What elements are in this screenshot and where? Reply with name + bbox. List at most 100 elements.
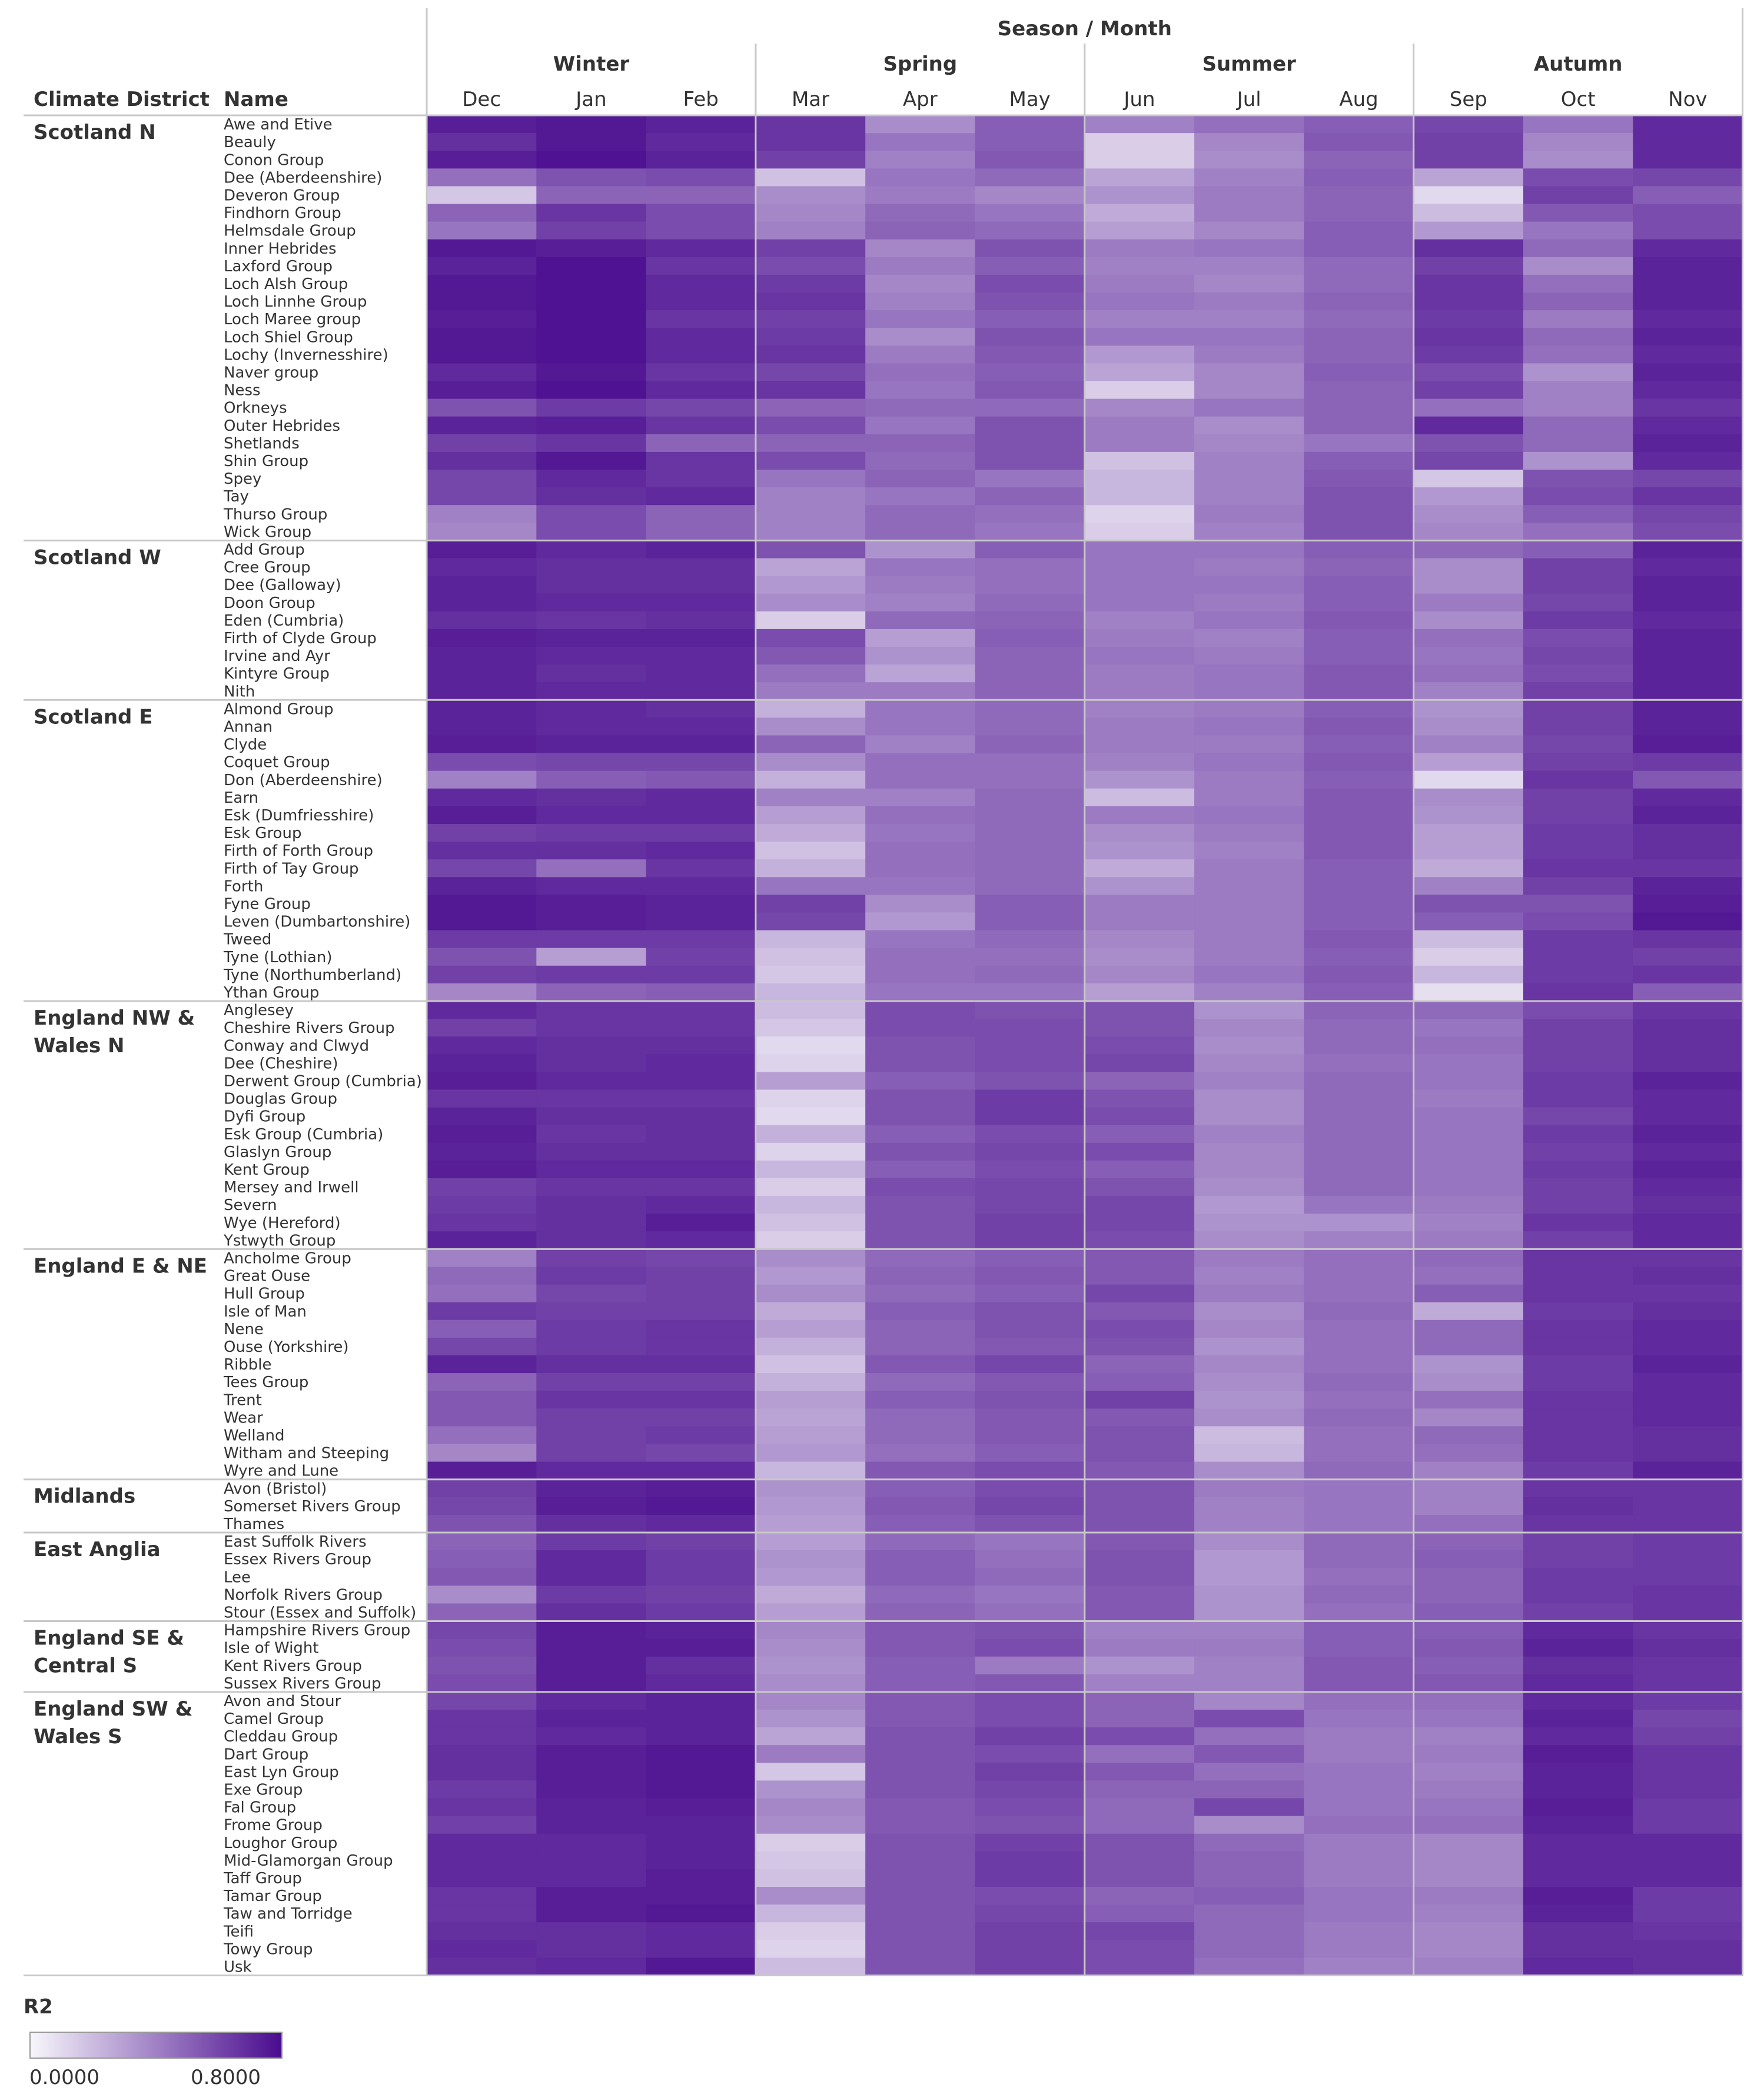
heatmap-cell: [865, 381, 976, 400]
heatmap-cell: [755, 1054, 866, 1072]
heatmap-cell: [1413, 1497, 1524, 1515]
heatmap-cell: [1523, 1869, 1633, 1887]
heatmap-cell: [646, 1851, 756, 1870]
heatmap-cell: [975, 1231, 1085, 1249]
heatmap-cell: [1413, 877, 1524, 895]
season-label: Spring: [883, 52, 957, 76]
heatmap-cell: [1084, 1072, 1195, 1091]
heatmap-cell: [1194, 877, 1304, 895]
heatmap-cell: [1523, 700, 1633, 718]
heatmap-cell: [1084, 540, 1195, 559]
row-name-label: Loch Maree group: [224, 311, 361, 328]
row-name-label: Avon and Stour: [224, 1693, 341, 1710]
heatmap-cell: [646, 1638, 756, 1657]
heatmap-cell: [1413, 1745, 1524, 1763]
row-name-label: Lochy (Invernesshire): [224, 346, 388, 364]
heatmap-cell: [975, 1497, 1085, 1515]
month-label: May: [1009, 88, 1051, 111]
heatmap-cell: [1413, 717, 1524, 736]
heatmap-cell: [646, 1408, 756, 1427]
group-label-line: Wales N: [34, 1034, 124, 1058]
heatmap-cell: [975, 310, 1085, 328]
heatmap-cell: [1523, 1461, 1633, 1480]
row-name-label: Wick Group: [224, 523, 311, 541]
heatmap-cell: [755, 1072, 866, 1091]
heatmap-cell: [755, 1160, 866, 1179]
heatmap-cell: [646, 1922, 756, 1940]
heatmap-cell: [865, 1533, 976, 1551]
heatmap-cell: [646, 1904, 756, 1923]
heatmap-cell: [1194, 1267, 1304, 1285]
heatmap-cell: [755, 1284, 866, 1303]
heatmap-cell: [1523, 930, 1633, 949]
heatmap-cell: [1084, 274, 1195, 293]
heatmap-cell: [1084, 1160, 1195, 1179]
heatmap-cell: [755, 629, 866, 647]
heatmap-cell: [1413, 753, 1524, 772]
heatmap-cell: [427, 1072, 537, 1091]
heatmap-cell: [536, 1072, 647, 1091]
heatmap-cell: [1523, 611, 1633, 630]
heatmap-cell: [755, 257, 866, 275]
heatmap-cell: [427, 1621, 537, 1640]
heatmap-cell: [1633, 1780, 1743, 1799]
heatmap-cell: [536, 1621, 647, 1640]
heatmap-cell: [1084, 310, 1195, 328]
heatmap-cell: [755, 487, 866, 506]
heatmap-cell: [536, 1284, 647, 1303]
heatmap-cell: [1084, 1178, 1195, 1196]
heatmap-cell: [1633, 1231, 1743, 1249]
heatmap-cell: [1633, 1249, 1743, 1268]
heatmap-cell: [427, 381, 537, 400]
heatmap-cell: [427, 115, 537, 134]
heatmap-cell: [1084, 186, 1195, 205]
heatmap-cell: [1633, 398, 1743, 417]
heatmap-cell: [1633, 1196, 1743, 1214]
heatmap-cell: [1633, 540, 1743, 559]
heatmap-cell: [755, 1603, 866, 1622]
heatmap-cell: [1633, 221, 1743, 240]
heatmap-cell: [1194, 1798, 1304, 1817]
heatmap-cell: [427, 1426, 537, 1445]
heatmap-cell: [427, 1019, 537, 1037]
heatmap-cell: [646, 877, 756, 895]
heatmap-cell: [1084, 753, 1195, 772]
heatmap-cell: [755, 1656, 866, 1675]
heatmap-cell: [1194, 398, 1304, 417]
heatmap-cell: [865, 1072, 976, 1091]
heatmap-cell: [1194, 470, 1304, 488]
heatmap-cell: [1084, 1550, 1195, 1568]
row-name-label: Esk Group (Cumbria): [224, 1126, 383, 1144]
heatmap-cell: [536, 1710, 647, 1728]
heatmap-cell: [536, 611, 647, 630]
heatmap-cell: [1304, 1568, 1414, 1586]
heatmap-cell: [1304, 168, 1414, 187]
heatmap-cell: [536, 274, 647, 293]
heatmap-cell: [1413, 487, 1524, 506]
heatmap-cell: [1413, 239, 1524, 258]
heatmap-cell: [975, 1851, 1085, 1870]
row-name-label: Conway and Clwyd: [224, 1037, 369, 1055]
heatmap-cell: [975, 1533, 1085, 1551]
heatmap-cell: [1413, 824, 1524, 842]
heatmap-cell: [755, 310, 866, 328]
heatmap-cell: [975, 1426, 1085, 1445]
heatmap-cell: [1084, 1851, 1195, 1870]
heatmap-cell: [1194, 1691, 1304, 1710]
heatmap-cell: [975, 274, 1085, 293]
heatmap-cell: [1084, 1408, 1195, 1427]
heatmap-cell: [755, 1638, 866, 1657]
month-label: Jan: [574, 88, 606, 111]
heatmap-cell: [1084, 168, 1195, 187]
heatmap-cell: [975, 1780, 1085, 1799]
heatmap-cell: [975, 1745, 1085, 1763]
group-label-line: England SW &: [34, 1697, 192, 1721]
heatmap-cell: [1523, 558, 1633, 577]
heatmap-cell: [1304, 1904, 1414, 1923]
row-name-label: Conon Group: [224, 151, 324, 169]
heatmap-cell: [1304, 1196, 1414, 1214]
heatmap-cell: [1084, 1355, 1195, 1374]
heatmap-cell: [1413, 842, 1524, 860]
heatmap-cell: [865, 1710, 976, 1728]
heatmap-cell: [646, 611, 756, 630]
